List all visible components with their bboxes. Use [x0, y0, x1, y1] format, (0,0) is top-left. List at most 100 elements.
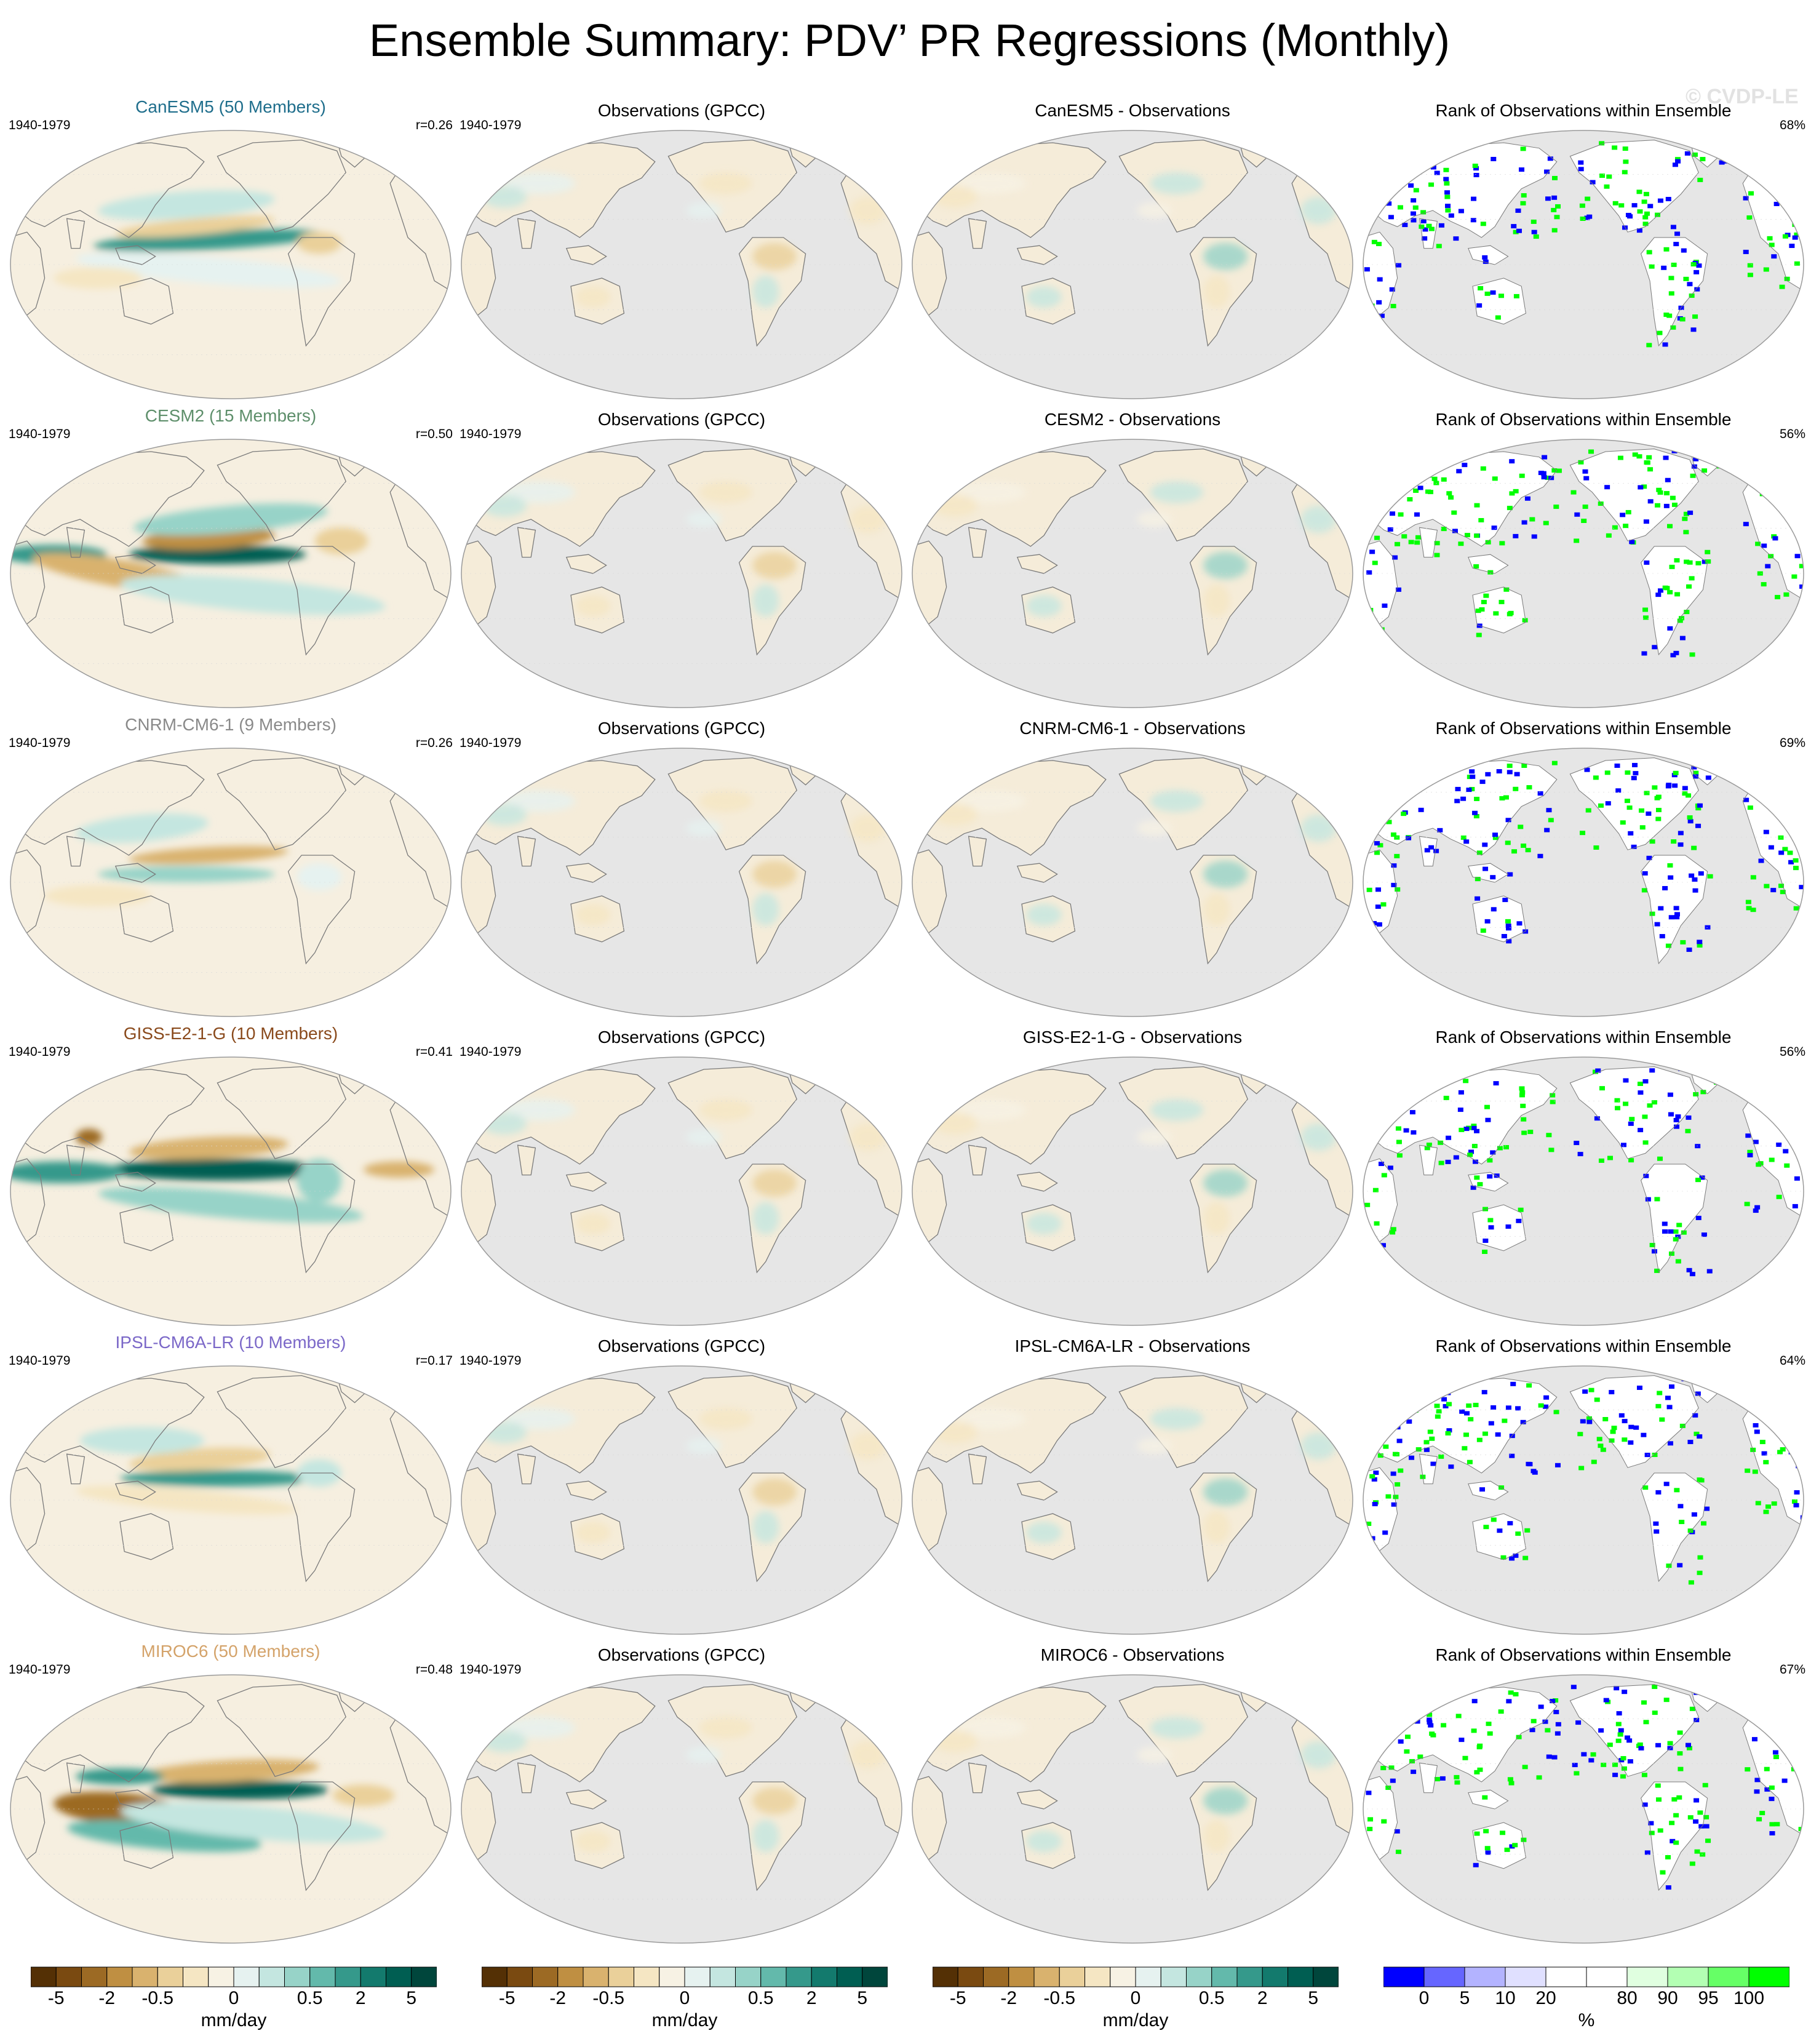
rank-cell: [1785, 798, 1791, 803]
rank-cell: [1763, 1509, 1769, 1514]
rank-cell: [1457, 1108, 1463, 1112]
coastline-india: [66, 1453, 86, 1485]
rank-cell: [1533, 234, 1539, 239]
rank-cell: [1599, 1086, 1605, 1091]
rank-cell: [1754, 1789, 1760, 1794]
rank-cell: [1615, 1722, 1622, 1727]
correlation-label: r=0.41: [415, 1045, 453, 1059]
rank-cell: [1698, 871, 1704, 876]
rank-cell: [1522, 618, 1528, 623]
rank-cell: [1485, 772, 1491, 776]
rank-cell: [1617, 1732, 1623, 1737]
land-anomaly: [504, 481, 576, 503]
rank-cell: [1783, 1149, 1789, 1154]
land-australia: [1473, 1822, 1526, 1869]
rank-cell: [1475, 896, 1481, 901]
rank-cell: [1499, 541, 1505, 546]
coastline-australia: [1472, 895, 1526, 943]
rank-cell: [1503, 795, 1509, 800]
rank-cell: [1615, 1738, 1622, 1743]
panel-title: GISS-E2-1-G (10 Members): [123, 1024, 338, 1043]
rank-cell: [1744, 1202, 1750, 1207]
rank-cell: [1801, 492, 1804, 497]
rank-cell: [1521, 764, 1527, 768]
colorbar-tick-label: -2: [98, 1988, 116, 2008]
land-anomaly: [850, 506, 886, 533]
rank-cell: [1679, 317, 1686, 322]
rank-cell: [1791, 1742, 1797, 1747]
rank-cell: [1792, 235, 1798, 240]
coastline-north-america: [217, 757, 346, 850]
coastline-maritime: [1468, 863, 1509, 883]
map-diff: [912, 130, 1353, 399]
rank-cell: [1493, 611, 1499, 616]
rank-cell: [1764, 1767, 1770, 1771]
rank-cell: [1492, 832, 1498, 837]
land-anomaly: [752, 860, 797, 888]
rank-cell: [1480, 222, 1486, 226]
rank-cell: [1473, 814, 1479, 819]
rank-cell: [1467, 1459, 1473, 1464]
coastline-australia: [119, 1204, 174, 1252]
rank-cell: [1446, 1135, 1452, 1140]
panel-title: CanESM5 - Observations: [1035, 101, 1230, 120]
rank-cell: [1601, 1762, 1607, 1767]
rank-cell: [1526, 785, 1532, 790]
rank-cell: [1632, 452, 1638, 457]
rank-cell: [1643, 191, 1649, 196]
map-border: [461, 1674, 902, 1944]
land-anomaly: [1026, 595, 1062, 617]
rank-cell: [1582, 469, 1588, 474]
rank-cell: [1614, 1098, 1620, 1103]
land-north-america: [1570, 1684, 1699, 1777]
rank-cell: [1799, 472, 1804, 477]
rank-cell: [1473, 1862, 1479, 1867]
rank-cell: [1483, 1238, 1489, 1243]
land-anomaly: [1137, 202, 1172, 219]
map-obs: [461, 1674, 902, 1944]
land-maritime: [1016, 1789, 1058, 1810]
rank-cell: [1755, 541, 1761, 546]
rank-cell: [1491, 907, 1497, 912]
rank-cell: [1772, 536, 1778, 541]
land-anomaly: [933, 495, 977, 517]
rank-cell: [1649, 839, 1655, 844]
rank-cell: [1425, 489, 1431, 494]
anomaly-patch: [76, 813, 209, 843]
rank-cell: [1420, 210, 1427, 215]
coastline-north-america: [217, 448, 346, 541]
rank-cell: [1505, 840, 1511, 845]
rank-cell: [1670, 653, 1676, 658]
rank-cell: [1480, 928, 1486, 933]
rank-cell: [1519, 167, 1525, 172]
rank-cell: [1452, 764, 1459, 769]
rank-cell: [1412, 465, 1418, 470]
rank-cell: [1527, 1130, 1534, 1135]
rank-cell: [1625, 1735, 1631, 1740]
land-north-america: [1570, 757, 1699, 850]
rank-cell: [1769, 1831, 1775, 1836]
rank-cell: [1668, 875, 1674, 880]
rank-cell: [1407, 497, 1413, 501]
land-anomaly: [686, 1437, 722, 1455]
rank-cell: [1642, 1485, 1649, 1490]
anomaly-patch: [98, 1187, 364, 1223]
rank-percent: 64%: [1779, 1354, 1805, 1368]
anomaly-patch: [98, 866, 275, 882]
rank-cell: [1503, 1145, 1510, 1150]
anomaly-patch: [297, 863, 341, 891]
land-anomaly: [575, 286, 611, 308]
rank-cell: [1772, 1750, 1778, 1755]
rank-cell: [1433, 848, 1439, 853]
rank-cell: [1578, 167, 1584, 172]
rank-cell: [1395, 783, 1401, 788]
rank-cell: [1444, 194, 1451, 199]
rank-cell: [1373, 483, 1379, 488]
rank-cell: [1702, 1783, 1708, 1787]
panel-diff: CanESM5 - Observations: [908, 92, 1357, 400]
rank-cell: [1644, 560, 1650, 565]
colorbar-units: mm/day: [201, 2010, 267, 2030]
rank-cell: [1628, 1121, 1634, 1126]
rank-cell: [1435, 1414, 1441, 1419]
rank-cell: [1520, 201, 1526, 206]
